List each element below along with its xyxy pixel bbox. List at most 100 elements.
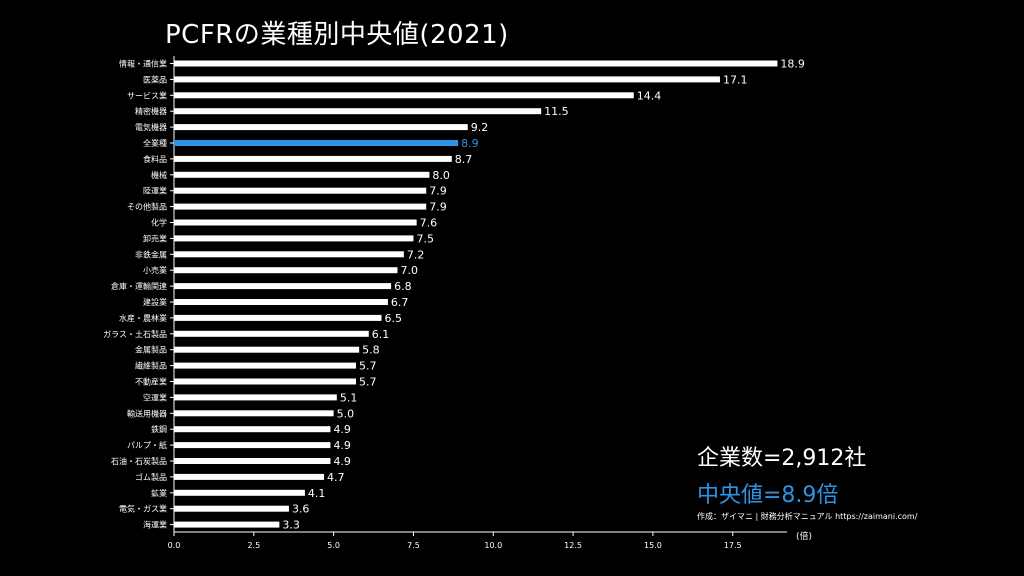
value-label: 4.9 bbox=[333, 423, 351, 436]
value-label: 7.9 bbox=[429, 185, 447, 198]
value-label: 5.7 bbox=[359, 376, 377, 389]
category-label: 卸売業 bbox=[143, 233, 167, 243]
bar bbox=[174, 171, 430, 178]
category-label: 建設業 bbox=[143, 297, 167, 307]
value-label: 7.5 bbox=[416, 232, 434, 245]
value-label: 18.9 bbox=[780, 58, 805, 71]
bar bbox=[174, 60, 778, 67]
bar bbox=[174, 124, 468, 131]
category-label: 医薬品 bbox=[143, 74, 167, 84]
x-tick-label: 7.5 bbox=[407, 541, 420, 550]
bar bbox=[174, 458, 331, 464]
value-label: 17.1 bbox=[723, 73, 748, 86]
x-tick-label: 5.0 bbox=[327, 541, 340, 550]
company-count-annotation: 企業数=2,912社 bbox=[697, 446, 867, 471]
category-label: 化学 bbox=[151, 218, 167, 228]
category-label: 機械 bbox=[151, 170, 167, 180]
category-label: 倉庫・運輸関連 bbox=[111, 281, 167, 291]
category-label: 精密機器 bbox=[135, 106, 167, 116]
value-label: 11.5 bbox=[544, 105, 569, 118]
category-label: 電気機器 bbox=[135, 122, 167, 132]
category-label: 非鉄金属 bbox=[135, 249, 167, 259]
bar bbox=[174, 489, 305, 496]
median-annotation: 中央値=8.9倍 bbox=[697, 483, 839, 508]
category-label: 鉄鋼 bbox=[151, 424, 167, 434]
bar bbox=[174, 267, 398, 274]
bar bbox=[174, 314, 382, 321]
bar bbox=[174, 346, 360, 353]
category-label: 繊維製品 bbox=[135, 361, 167, 371]
value-label: 5.8 bbox=[362, 344, 380, 357]
category-label: パルプ・紙 bbox=[127, 440, 167, 450]
category-label: 不動産業 bbox=[135, 377, 167, 387]
bar bbox=[174, 505, 289, 512]
value-label: 3.3 bbox=[282, 519, 300, 532]
category-label: サービス業 bbox=[127, 90, 167, 100]
value-label: 5.1 bbox=[340, 391, 358, 404]
bar bbox=[174, 521, 280, 528]
category-label: 陸運業 bbox=[143, 186, 167, 196]
bar bbox=[174, 108, 542, 115]
x-tick-label: 0.0 bbox=[168, 541, 181, 550]
category-label: 空運業 bbox=[143, 392, 167, 402]
bar bbox=[174, 283, 392, 290]
value-label: 8.7 bbox=[455, 153, 473, 166]
category-label: 鉱業 bbox=[151, 488, 167, 498]
value-label: 7.2 bbox=[407, 248, 425, 261]
value-label: 4.9 bbox=[333, 439, 351, 452]
category-label: 海運業 bbox=[143, 520, 167, 530]
value-label: 7.6 bbox=[420, 217, 438, 230]
credit-text: 作成：ザイマニ | 財務分析マニュアル https://zaimani.com/ bbox=[697, 512, 918, 521]
value-label: 5.0 bbox=[337, 407, 355, 420]
x-tick-label: 17.5 bbox=[724, 541, 742, 550]
category-label: 電気・ガス業 bbox=[119, 504, 167, 514]
value-label: 4.9 bbox=[333, 455, 351, 468]
category-label: 小売業 bbox=[143, 265, 167, 275]
bar bbox=[174, 473, 325, 480]
value-label: 7.0 bbox=[400, 264, 418, 277]
value-label: 4.7 bbox=[327, 471, 345, 484]
x-tick-label: 12.5 bbox=[564, 541, 582, 550]
category-label: 石油・石炭製品 bbox=[111, 456, 167, 466]
x-tick-label: 2.5 bbox=[247, 541, 260, 550]
chart-title: PCFRの業種別中央値(2021) bbox=[165, 20, 509, 50]
bar bbox=[174, 299, 388, 305]
category-label: 全業種 bbox=[143, 138, 167, 148]
value-label: 6.8 bbox=[394, 280, 412, 293]
bar bbox=[174, 76, 720, 83]
bar bbox=[174, 92, 634, 99]
category-label: 情報・通信業 bbox=[119, 59, 167, 69]
bar bbox=[174, 155, 452, 162]
bar-highlight bbox=[174, 140, 459, 146]
bar bbox=[174, 442, 331, 449]
x-tick-label: 15.0 bbox=[644, 541, 662, 550]
x-tick-label: 10.0 bbox=[484, 541, 502, 550]
value-label: 6.1 bbox=[372, 328, 390, 341]
bar bbox=[174, 426, 331, 433]
bar bbox=[174, 394, 337, 401]
value-label: 3.6 bbox=[292, 503, 310, 516]
bar bbox=[174, 378, 356, 385]
category-label: 輸送用機器 bbox=[127, 408, 167, 418]
value-label: 6.7 bbox=[391, 296, 409, 309]
category-label: その他製品 bbox=[127, 202, 167, 212]
value-label: 7.9 bbox=[429, 201, 447, 214]
value-label: 8.9 bbox=[461, 137, 479, 150]
value-label: 6.5 bbox=[385, 312, 403, 325]
bar bbox=[174, 330, 369, 337]
bar bbox=[174, 187, 427, 194]
bar bbox=[174, 251, 404, 258]
value-label: 4.1 bbox=[308, 487, 326, 500]
bar bbox=[174, 362, 356, 369]
value-label: 8.0 bbox=[432, 169, 450, 182]
value-label: 5.7 bbox=[359, 360, 377, 373]
category-label: ゴム製品 bbox=[135, 472, 167, 482]
x-axis-unit-label: (倍) bbox=[796, 532, 813, 542]
category-label: 食料品 bbox=[143, 154, 167, 164]
bar bbox=[174, 410, 334, 417]
category-label: 水産・農林業 bbox=[119, 313, 167, 323]
value-label: 14.4 bbox=[637, 89, 662, 102]
category-label: ガラス・土石製品 bbox=[103, 329, 167, 339]
bar bbox=[174, 219, 417, 226]
